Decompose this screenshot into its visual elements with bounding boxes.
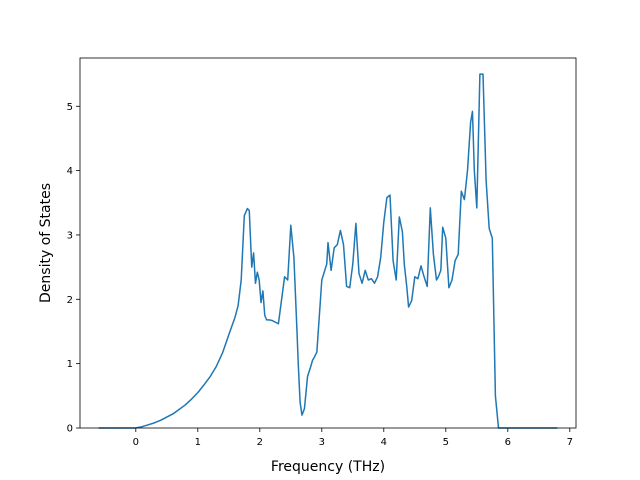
- x-axis-label: Frequency (THz): [271, 459, 385, 475]
- y-tick-label: 3: [67, 230, 73, 241]
- x-tick-label: 6: [505, 437, 511, 448]
- y-tick-label: 2: [67, 295, 73, 306]
- x-tick-label: 7: [567, 437, 573, 448]
- plot-frame: [79, 57, 577, 429]
- dos-series-line: [98, 73, 558, 429]
- x-tick-label: 5: [443, 437, 449, 448]
- y-axis-label: Density of States: [38, 183, 54, 303]
- x-tick-label: 0: [133, 437, 139, 448]
- y-tick-label: 5: [67, 102, 73, 113]
- x-tick-label: 4: [381, 437, 387, 448]
- x-tick-label: 2: [257, 437, 263, 448]
- x-tick-label: 3: [319, 437, 325, 448]
- y-tick-label: 4: [67, 166, 73, 177]
- x-axis-ticks: 0 1 2 3 4 5 6 7: [133, 428, 573, 448]
- y-tick-label: 1: [67, 359, 73, 370]
- y-axis-ticks: 0 1 2 3 4 5: [67, 102, 80, 435]
- x-tick-label: 1: [195, 437, 201, 448]
- y-tick-label: 0: [67, 424, 73, 435]
